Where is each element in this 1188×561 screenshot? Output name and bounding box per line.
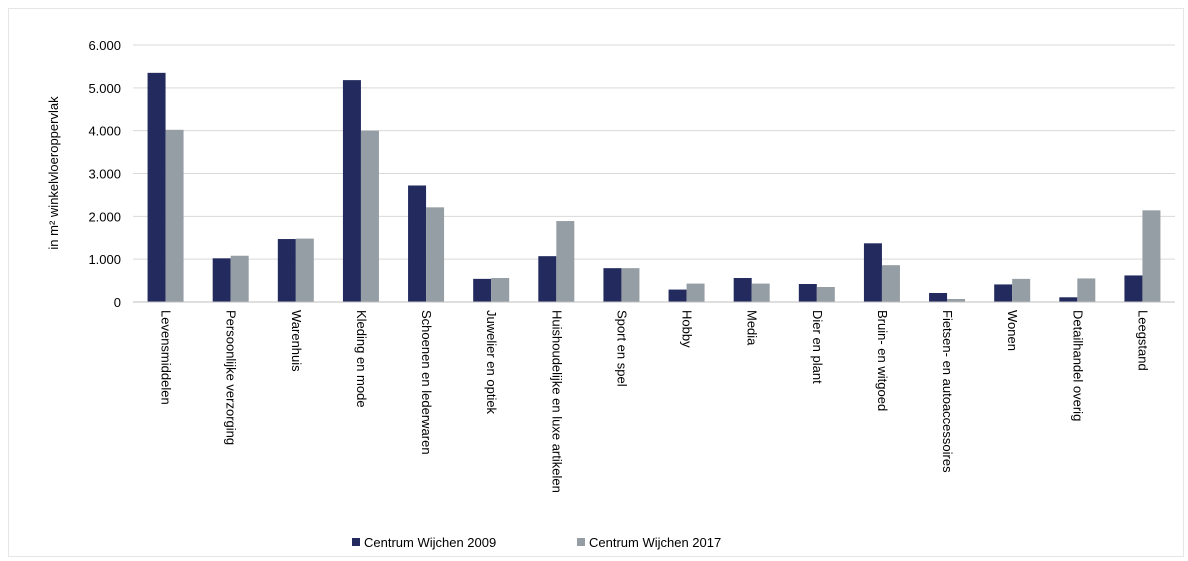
bar-2009 (863, 243, 882, 302)
bar-2009 (929, 293, 948, 302)
bar-2017 (426, 207, 445, 302)
bar-2017 (1142, 210, 1161, 302)
bar-2009 (277, 239, 296, 302)
category-label: Kleding en mode (354, 310, 369, 408)
bar-2017 (947, 299, 966, 302)
y-tick-label: 0 (114, 295, 121, 310)
bar-2009 (994, 284, 1013, 302)
bar-2017 (751, 283, 770, 302)
bar-2017 (816, 287, 835, 302)
legend: Centrum Wijchen 2009 Centrum Wijchen 2017 (352, 535, 721, 550)
category-label: Leegstand (1135, 310, 1150, 371)
legend-swatch (352, 538, 360, 546)
category-label: Detailhandel overig (1070, 310, 1085, 421)
y-tick-label: 6.000 (88, 38, 121, 53)
category-label: Dier en plant (810, 310, 825, 384)
category-label: Wonen (1005, 310, 1020, 351)
category-label: Sport en spel (614, 310, 629, 387)
bar-2017 (491, 278, 510, 302)
chart-frame (8, 8, 1184, 557)
category-label: Huishoudelijke en luxe artikelen (549, 310, 564, 493)
y-axis-ticks: 0 1.000 2.000 3.000 4.000 5.000 6.000 (88, 38, 121, 310)
bar-2009 (342, 80, 361, 302)
bar-2009 (668, 289, 687, 302)
y-axis-label: in m² winkelvloeroppervlak (46, 96, 61, 250)
bar-2017 (360, 130, 379, 302)
bar-2017 (621, 268, 640, 302)
category-label: Hobby (680, 310, 695, 348)
bar-2017 (686, 283, 705, 302)
bar-2009 (408, 185, 427, 302)
y-tick-label: 4.000 (88, 124, 121, 139)
category-label: Fietsen- en autoaccessoires (940, 310, 955, 473)
category-label: Juwelier en optiek (484, 310, 499, 415)
bar-2009 (798, 284, 817, 302)
bars (147, 72, 1161, 302)
y-tick-label: 3.000 (88, 167, 121, 182)
bar-2009 (733, 278, 752, 302)
category-label: Persoonlijke verzorging (224, 310, 239, 445)
bar-2009 (147, 72, 166, 302)
category-label: Warenhuis (289, 310, 304, 372)
legend-label: Centrum Wijchen 2009 (364, 535, 496, 550)
y-tick-label: 1.000 (88, 252, 121, 267)
bar-2009 (603, 268, 622, 302)
bar-2017 (295, 238, 314, 302)
category-label: Levensmiddelen (159, 310, 174, 405)
legend-swatch (577, 538, 585, 546)
category-labels: Levensmiddelen Persoonlijke verzorging War… (159, 310, 1151, 493)
bar-2017 (1077, 278, 1096, 302)
bar-2009 (212, 258, 231, 302)
gridlines (133, 44, 1175, 260)
category-label: Bruin- en witgoed (875, 310, 890, 411)
legend-label: Centrum Wijchen 2017 (589, 535, 721, 550)
y-tick-label: 5.000 (88, 81, 121, 96)
bar-2009 (473, 278, 492, 302)
category-label: Schoenen en lederwaren (419, 310, 434, 455)
y-tick-label: 2.000 (88, 209, 121, 224)
category-label: Media (745, 310, 760, 346)
bar-2017 (556, 221, 575, 302)
bar-2009 (1059, 297, 1078, 302)
bar-2017 (1012, 278, 1031, 302)
bar-2017 (165, 129, 184, 302)
bar-2017 (881, 265, 900, 302)
bar-2009 (1124, 275, 1143, 302)
bar-2009 (538, 256, 557, 302)
bar-2017 (230, 255, 249, 302)
